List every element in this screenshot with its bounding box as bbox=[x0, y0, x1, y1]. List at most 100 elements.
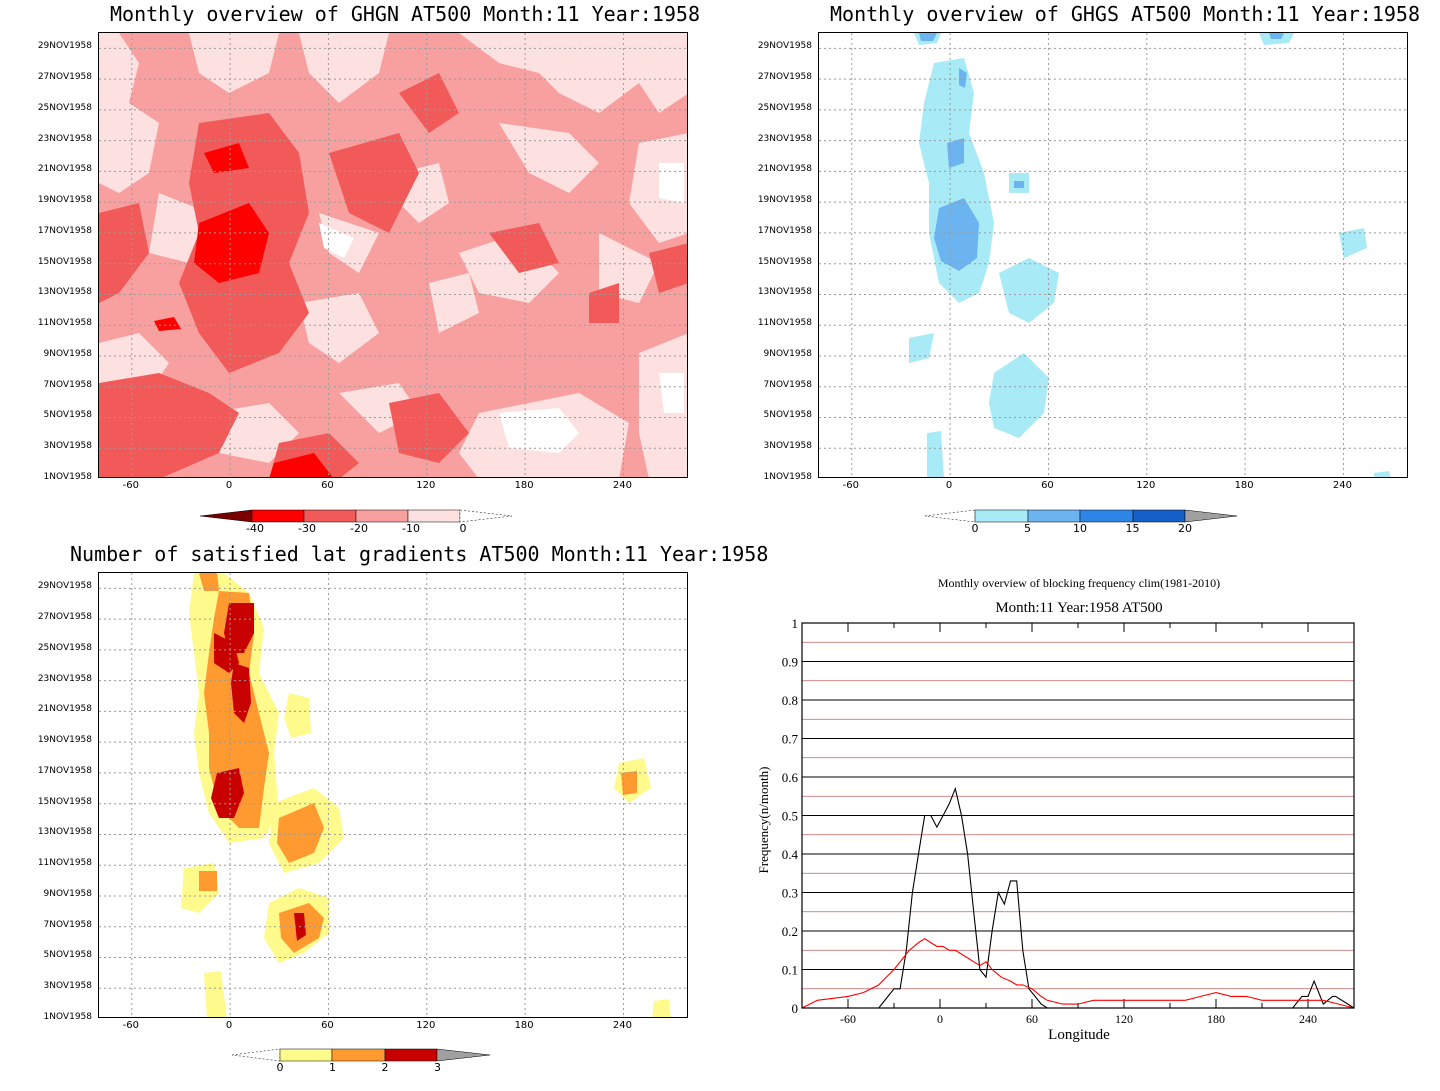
x-tick-label: 180 bbox=[514, 1020, 534, 1031]
y-tick-label: 0.9 bbox=[782, 655, 798, 670]
y-tick-label: 0.3 bbox=[782, 886, 798, 901]
y-tick-label: 7NOV1958 bbox=[43, 379, 92, 390]
y-tick-label: 19NOV1958 bbox=[757, 195, 812, 206]
colorbar-label: 0 bbox=[459, 522, 467, 535]
chart-4-series bbox=[801, 786, 1355, 1009]
y-tick-label: 21NOV1958 bbox=[37, 704, 92, 715]
y-tick-label: 27NOV1958 bbox=[37, 612, 92, 623]
y-tick-label: 13NOV1958 bbox=[37, 287, 92, 298]
y-tick-label: 7NOV1958 bbox=[43, 919, 92, 930]
y-tick-label: 7NOV1958 bbox=[763, 379, 812, 390]
y-tick-label: 25NOV1958 bbox=[37, 642, 92, 653]
chart-4-ticks: 0 0.1 0.2 0.3 0.4 0.5 0.6 0.7 0.8 0.9 1 -60 0 60 120 18… bbox=[782, 616, 1355, 1026]
chart-4-title: Monthly overview of blocking frequency c… bbox=[938, 576, 1220, 590]
ghgn-grid bbox=[99, 33, 687, 477]
colorbar-label: -10 bbox=[402, 522, 420, 535]
y-tick-label: 0 bbox=[792, 1001, 799, 1016]
colorbar-label: 3 bbox=[434, 1061, 441, 1074]
chart-2-field bbox=[819, 33, 1407, 477]
y-tick-label: 5NOV1958 bbox=[43, 950, 92, 961]
x-tick-label: -60 bbox=[840, 1012, 856, 1026]
y-tick-label: 25NOV1958 bbox=[37, 102, 92, 113]
lat-grid bbox=[99, 573, 687, 1017]
y-tick-label: 0.7 bbox=[782, 732, 799, 747]
y-tick-label: 9NOV1958 bbox=[43, 888, 92, 899]
ghgn-level-10-20 bbox=[319, 163, 684, 453]
y-tick-label: 17NOV1958 bbox=[757, 225, 812, 236]
y-tick-label: 1NOV1958 bbox=[763, 472, 812, 482]
colorbar-label: 5 bbox=[1024, 522, 1031, 535]
y-tick-label: 3NOV1958 bbox=[763, 441, 812, 452]
y-tick-label: 0.4 bbox=[782, 847, 799, 862]
chart-3-colorbar bbox=[231, 1047, 502, 1062]
x-tick-label: 0 bbox=[225, 1020, 233, 1031]
chart-4: Monthly overview of blocking frequency c… bbox=[756, 576, 1355, 1043]
y-tick-label: 27NOV1958 bbox=[757, 72, 812, 83]
x-tick-label: 180 bbox=[1234, 480, 1254, 491]
x-tick-label: 240 bbox=[1299, 1012, 1317, 1026]
chart-2-plot-area bbox=[818, 32, 1408, 478]
x-tick-label: 60 bbox=[1026, 1012, 1038, 1026]
x-tick-label: -60 bbox=[842, 480, 859, 491]
y-tick-label: 15NOV1958 bbox=[37, 256, 92, 267]
colorbar-label: 0 bbox=[276, 1061, 284, 1074]
y-tick-label: 13NOV1958 bbox=[37, 827, 92, 838]
x-tick-label: 240 bbox=[612, 1020, 632, 1031]
x-tick-label: 240 bbox=[612, 480, 632, 491]
x-tick-label: 0 bbox=[937, 1012, 943, 1026]
y-tick-label: 0.8 bbox=[782, 693, 798, 708]
ghgs-grid bbox=[819, 33, 1407, 477]
y-tick-label: 3NOV1958 bbox=[43, 981, 92, 992]
y-tick-label: 9NOV1958 bbox=[43, 348, 92, 359]
y-tick-label: 0.2 bbox=[782, 924, 798, 939]
y-tick-label: 21NOV1958 bbox=[37, 164, 92, 175]
y-tick-label: 15NOV1958 bbox=[37, 796, 92, 807]
lat-level-2-3 bbox=[211, 603, 306, 941]
series-line-black bbox=[802, 786, 1355, 1009]
y-tick-label: 19NOV1958 bbox=[37, 195, 92, 206]
y-tick-label: 13NOV1958 bbox=[757, 287, 812, 298]
chart-4-grid bbox=[802, 622, 1354, 1009]
y-tick-label: 23NOV1958 bbox=[37, 673, 92, 684]
y-tick-label: 11NOV1958 bbox=[757, 318, 812, 329]
colorbar-label: -20 bbox=[350, 522, 368, 535]
ghgs-level-0-5 bbox=[909, 33, 1391, 477]
ghgs-level-5-10 bbox=[919, 33, 1284, 271]
colorbar-label: 2 bbox=[381, 1061, 389, 1074]
chart-2-title: Monthly overview of GHGS AT500 Month:11 … bbox=[830, 2, 1421, 26]
x-tick-label: 180 bbox=[1207, 1012, 1225, 1026]
x-tick-label: -60 bbox=[122, 480, 139, 491]
x-tick-label: 120 bbox=[1115, 1012, 1133, 1026]
y-tick-label: 23NOV1958 bbox=[757, 133, 812, 144]
y-tick-label: 0.1 bbox=[782, 963, 798, 978]
y-tick-label: 11NOV1958 bbox=[37, 858, 92, 869]
y-tick-label: 5NOV1958 bbox=[43, 410, 92, 421]
x-tick-label: 0 bbox=[225, 480, 233, 491]
y-tick-label: 29NOV1958 bbox=[37, 581, 92, 592]
chart-1-plot-area bbox=[98, 32, 688, 478]
y-tick-label: 17NOV1958 bbox=[37, 225, 92, 236]
x-tick-label: -60 bbox=[122, 1020, 139, 1031]
x-tick-label: 60 bbox=[321, 480, 334, 491]
ghgn-level-n30 bbox=[154, 143, 333, 477]
y-tick-label: 1NOV1958 bbox=[43, 1012, 92, 1022]
x-tick-label: 180 bbox=[514, 480, 534, 491]
colorbar-label: 20 bbox=[1178, 522, 1192, 535]
y-tick-label: 25NOV1958 bbox=[757, 102, 812, 113]
chart-3-title: Number of satisfied lat gradients AT500 … bbox=[70, 542, 769, 566]
y-tick-label: 11NOV1958 bbox=[37, 318, 92, 329]
y-tick-label: 1 bbox=[792, 616, 799, 631]
y-tick-label: 27NOV1958 bbox=[37, 72, 92, 83]
chart-3-plot-area bbox=[98, 572, 688, 1018]
colorbar-label: 15 bbox=[1125, 522, 1140, 535]
y-tick-label: 19NOV1958 bbox=[37, 735, 92, 746]
colorbar-label: -40 bbox=[246, 522, 264, 535]
y-tick-label: 1NOV1958 bbox=[43, 472, 92, 482]
x-tick-label: 0 bbox=[945, 480, 953, 491]
x-tick-label: 120 bbox=[1136, 480, 1156, 491]
chart-1-title: Monthly overview of GHGN AT500 Month:11 … bbox=[110, 2, 701, 26]
x-tick-label: 120 bbox=[416, 1020, 436, 1031]
y-tick-label: 17NOV1958 bbox=[37, 765, 92, 776]
y-tick-label: 0.5 bbox=[782, 809, 798, 824]
chart-1-colorbar bbox=[199, 508, 520, 523]
